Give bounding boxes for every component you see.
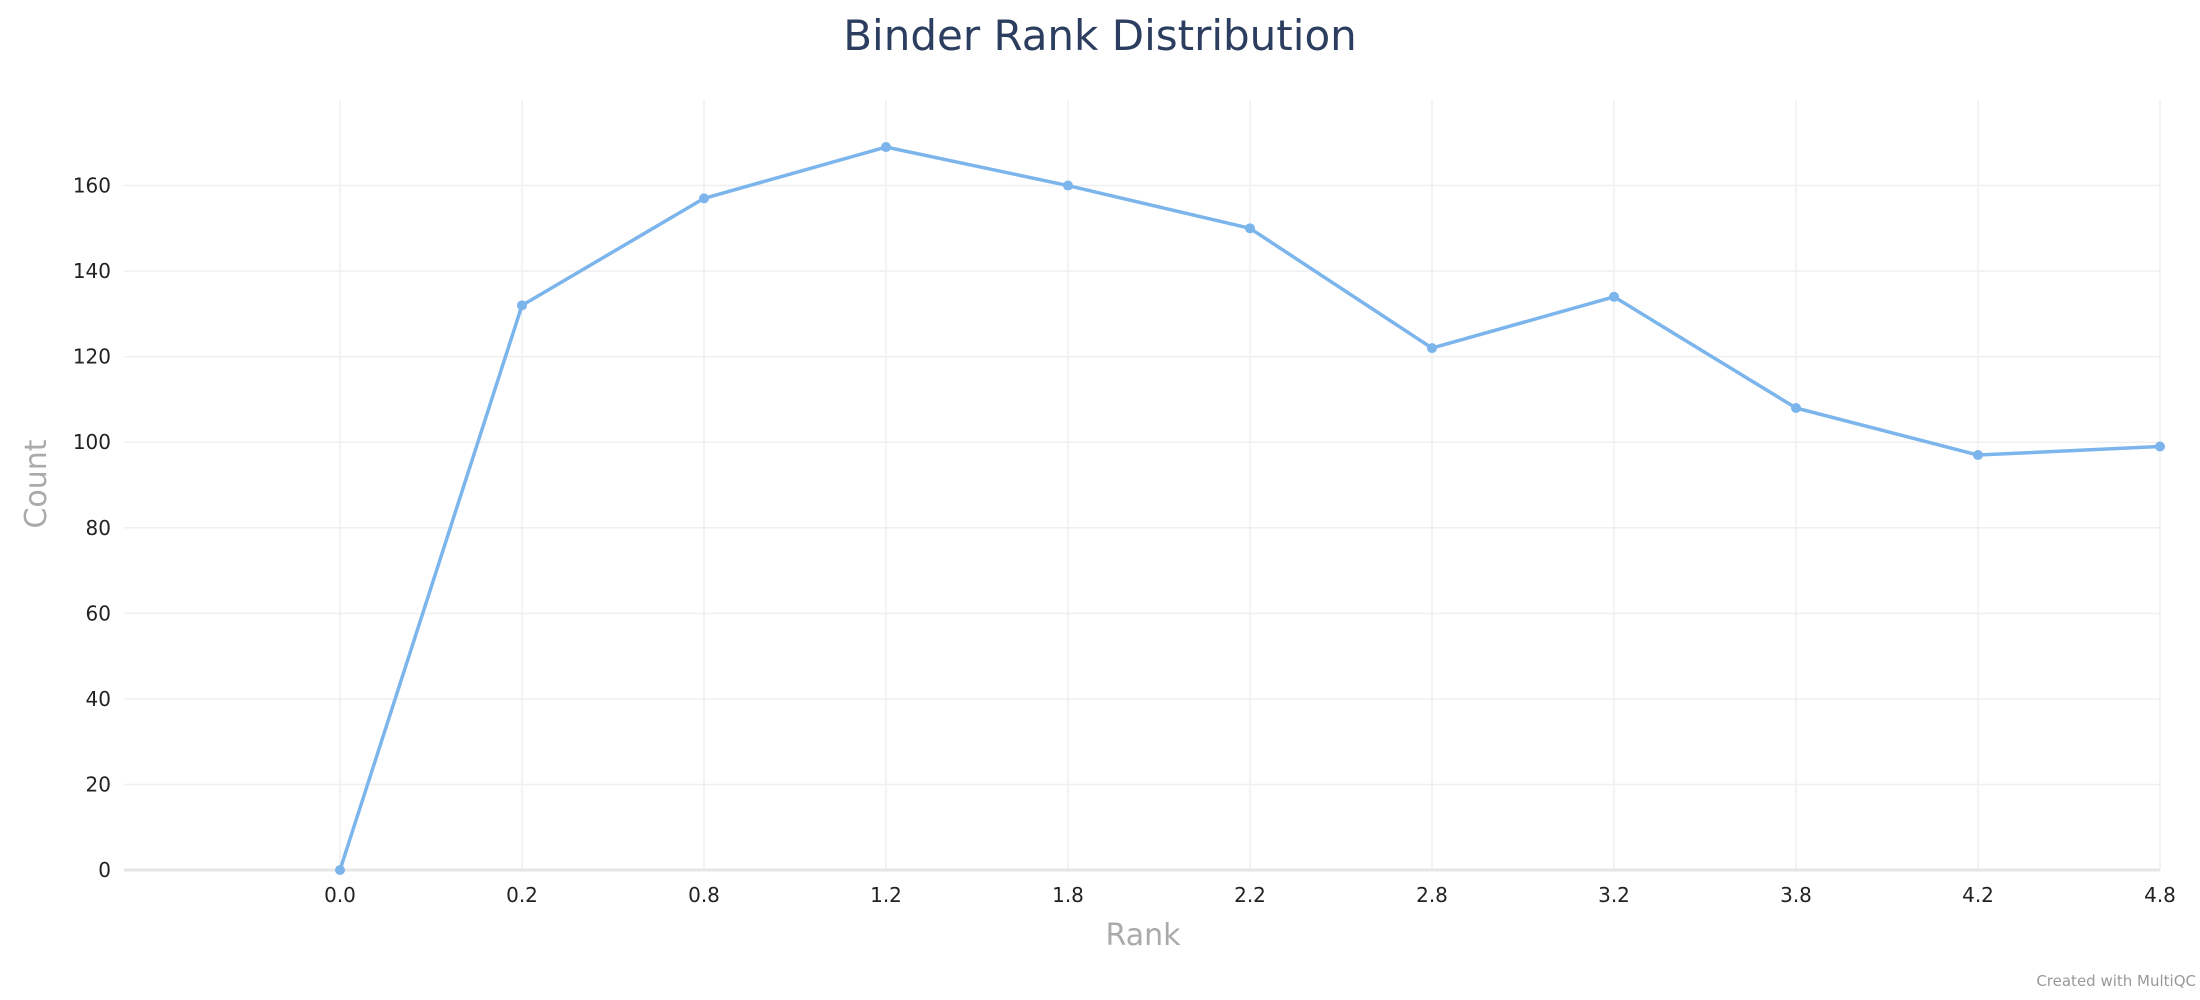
data-point bbox=[1791, 403, 1801, 413]
y-tick-label: 120 bbox=[73, 345, 111, 369]
x-tick-label: 1.8 bbox=[1052, 883, 1084, 907]
x-tick-label: 4.8 bbox=[2144, 883, 2176, 907]
x-tick-label: 0.0 bbox=[324, 883, 356, 907]
data-point bbox=[1609, 291, 1619, 302]
y-tick-label: 0 bbox=[98, 858, 111, 882]
data-point bbox=[335, 865, 345, 875]
axes: 0 20 40 60 80 100 120 140 160 0.0 0.2 0.8 1.2 1.8 2.2 2… bbox=[73, 174, 2176, 907]
data-point bbox=[1427, 343, 1437, 354]
y-tick-label: 20 bbox=[86, 772, 111, 796]
y-tick-label: 40 bbox=[86, 687, 111, 711]
y-tick-label: 80 bbox=[86, 516, 111, 540]
y-axis-title: Count bbox=[19, 439, 54, 528]
x-tick-label: 1.2 bbox=[870, 883, 902, 907]
data-point bbox=[881, 142, 891, 153]
x-tick-label: 4.2 bbox=[1962, 883, 1994, 907]
data-point bbox=[1245, 223, 1255, 234]
x-tick-label: 3.8 bbox=[1780, 883, 1812, 907]
data-point bbox=[1063, 180, 1073, 191]
x-axis-title: Rank bbox=[1106, 918, 1182, 953]
data-point bbox=[699, 193, 709, 204]
credit-text: Created with MultiQC bbox=[2036, 972, 2196, 990]
chart-title: Binder Rank Distribution bbox=[843, 11, 1357, 60]
y-tick-label: 160 bbox=[73, 174, 111, 198]
data-point bbox=[2155, 441, 2165, 452]
x-tick-label: 2.8 bbox=[1416, 883, 1448, 907]
y-tick-label: 100 bbox=[73, 430, 111, 454]
data-point bbox=[517, 300, 527, 311]
y-tick-label: 140 bbox=[73, 259, 111, 283]
grid bbox=[124, 100, 2161, 870]
y-tick-label: 60 bbox=[86, 601, 111, 625]
series bbox=[335, 142, 2165, 875]
x-tick-label: 0.8 bbox=[688, 883, 720, 907]
x-tick-label: 3.2 bbox=[1598, 883, 1630, 907]
x-tick-label: 2.2 bbox=[1234, 883, 1266, 907]
x-tick-label: 0.2 bbox=[506, 883, 538, 907]
data-point bbox=[1973, 450, 1983, 461]
